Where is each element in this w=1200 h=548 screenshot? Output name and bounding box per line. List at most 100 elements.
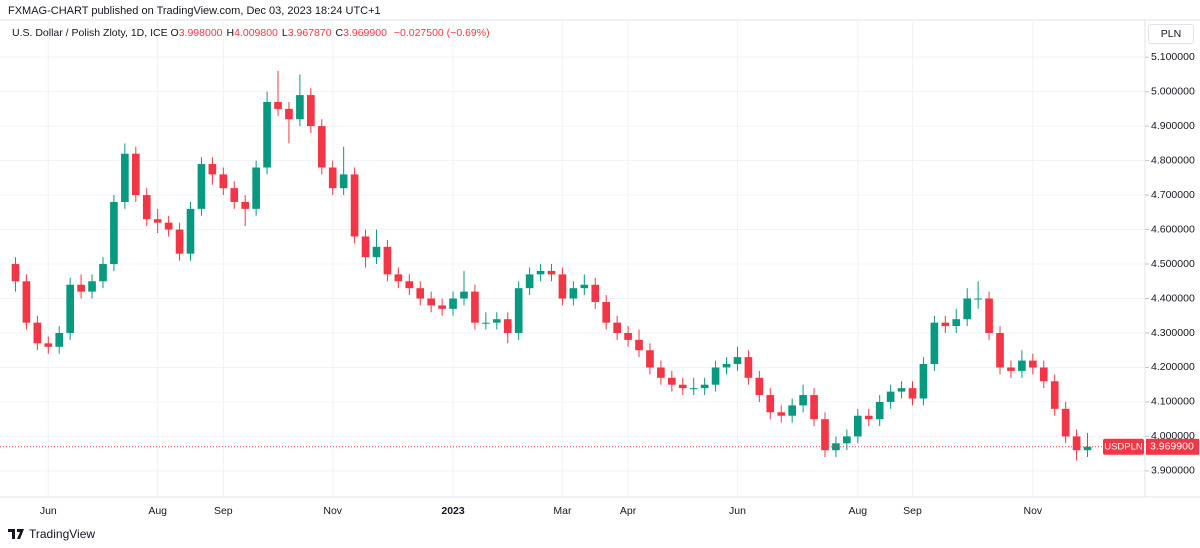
candle xyxy=(492,312,501,330)
currency-button[interactable]: PLN xyxy=(1148,24,1194,44)
candle-body xyxy=(635,339,643,351)
candle-body xyxy=(482,322,490,324)
candle-body xyxy=(722,364,731,368)
last-price-badge xyxy=(1146,438,1199,455)
candle xyxy=(832,436,840,458)
candle-body xyxy=(536,270,545,275)
candle-body xyxy=(11,264,20,282)
candle xyxy=(744,350,753,385)
candle-body xyxy=(460,291,468,299)
candle xyxy=(252,160,260,216)
candle xyxy=(646,343,654,375)
candle-body xyxy=(777,412,786,416)
candle xyxy=(405,274,414,296)
candle xyxy=(383,239,392,282)
candle xyxy=(996,326,1004,375)
field-key: O xyxy=(170,27,179,39)
candle xyxy=(121,143,129,209)
candle-body xyxy=(285,108,293,120)
ticker-label: USDPLN xyxy=(1104,441,1143,452)
candle-body xyxy=(296,95,304,120)
candle xyxy=(66,277,74,340)
candle-body xyxy=(405,281,414,289)
candle-body xyxy=(875,401,884,420)
candle-body xyxy=(110,201,118,265)
candle xyxy=(875,395,884,427)
y-tick-label: 3.900000 xyxy=(1151,465,1195,477)
candle xyxy=(296,74,304,127)
field-value: 3.998000 xyxy=(178,27,223,39)
candle-body xyxy=(624,332,632,340)
candle xyxy=(985,291,993,340)
field-key: C xyxy=(335,27,344,39)
candle xyxy=(307,88,315,134)
candle-body xyxy=(853,415,862,437)
candle xyxy=(131,146,140,202)
candle xyxy=(514,281,523,340)
candle xyxy=(580,274,589,296)
y-tick-label: 4.300000 xyxy=(1151,327,1195,339)
candle-body xyxy=(689,388,698,390)
y-tick-label: 4.700000 xyxy=(1151,189,1195,201)
candle-body xyxy=(985,298,993,333)
candle xyxy=(153,208,162,234)
candle-body xyxy=(88,281,96,292)
candle-body xyxy=(657,367,665,378)
candle-body xyxy=(197,164,206,209)
y-tick-label: 4.600000 xyxy=(1151,223,1195,235)
candle xyxy=(208,157,217,185)
candle xyxy=(33,315,42,351)
candle-body xyxy=(1072,436,1081,451)
candle-body xyxy=(744,357,753,378)
candle-body xyxy=(427,298,435,306)
candle-body xyxy=(963,298,972,320)
candle-body xyxy=(55,332,64,347)
candle-body xyxy=(547,270,556,275)
candle-body xyxy=(766,395,775,413)
candle xyxy=(788,398,796,423)
candle xyxy=(974,281,982,309)
candle xyxy=(427,291,435,313)
candle xyxy=(1018,350,1026,378)
candle-body xyxy=(941,322,950,327)
candle xyxy=(241,195,250,227)
candle-body xyxy=(66,284,74,333)
candle xyxy=(591,277,600,309)
candle xyxy=(285,101,293,144)
candle-body xyxy=(580,284,589,289)
candle-body xyxy=(121,153,129,202)
candle xyxy=(175,222,184,261)
candle xyxy=(164,215,173,237)
candle-body xyxy=(219,174,228,189)
candle-body xyxy=(164,222,173,230)
candle-body xyxy=(930,322,939,365)
candle xyxy=(11,257,20,292)
symbol-name: U.S. Dollar / Polish Zloty, 1D, ICE xyxy=(12,27,168,39)
candle xyxy=(328,160,337,196)
candle-body xyxy=(153,219,162,223)
candle xyxy=(930,315,939,371)
candle xyxy=(558,267,567,306)
candle xyxy=(482,312,490,330)
candle-body xyxy=(952,319,961,327)
candle xyxy=(350,167,359,244)
candle-body xyxy=(821,419,829,451)
logo xyxy=(8,529,24,539)
candle-body xyxy=(438,305,446,309)
candle xyxy=(77,274,85,299)
candle-body xyxy=(591,284,600,302)
candle-body xyxy=(613,322,621,333)
candle-body xyxy=(864,415,873,420)
x-tick-label: Sep xyxy=(903,505,922,517)
candle xyxy=(668,370,676,392)
candle-body xyxy=(361,236,370,258)
candle-body xyxy=(263,101,271,168)
candle xyxy=(394,267,403,289)
candle xyxy=(1083,432,1092,458)
candle xyxy=(99,257,107,289)
candle-body xyxy=(142,195,151,220)
candle-body xyxy=(908,388,917,399)
candle-body xyxy=(186,208,195,254)
